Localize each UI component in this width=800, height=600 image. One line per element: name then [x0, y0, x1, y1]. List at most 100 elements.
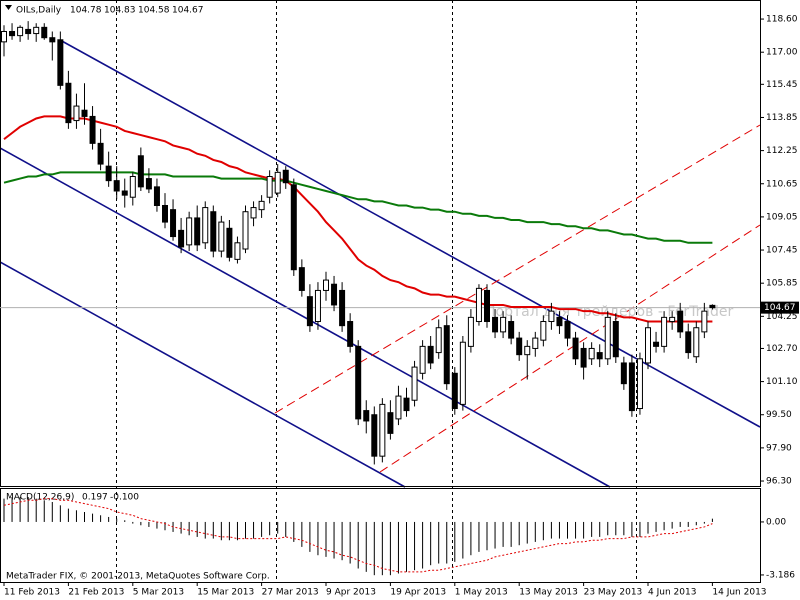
candle: [451, 367, 458, 415]
candle-body: [419, 345, 426, 374]
candle-body: [347, 321, 354, 347]
channel-line: [274, 124, 761, 414]
candle: [508, 315, 515, 345]
candle-body: [81, 109, 88, 117]
channel-line: [0, 147, 611, 488]
candle: [636, 352, 643, 415]
candle-body: [105, 165, 112, 182]
candle: [17, 25, 24, 42]
candle-body: [701, 310, 708, 333]
candle: [443, 315, 450, 390]
channel-line: [59, 39, 761, 428]
candle-body: [411, 366, 418, 401]
moving-average: [3, 171, 713, 244]
dashed-channel: [274, 124, 761, 473]
candle: [419, 340, 426, 380]
candle-body: [604, 316, 611, 360]
x-tick-label: 23 May 2013: [584, 588, 643, 598]
candle-body: [395, 395, 402, 420]
period-separators: [116, 0, 637, 582]
candle-body: [612, 321, 619, 358]
candle: [403, 387, 410, 417]
candle: [274, 164, 281, 198]
y-tick-label: 112.25: [766, 146, 798, 156]
candle-body: [178, 229, 185, 248]
candle: [548, 302, 555, 330]
candle-body: [532, 337, 539, 349]
macd-signal-line: [3, 498, 713, 573]
candle-body: [620, 362, 627, 385]
candle: [339, 282, 346, 332]
candle-body: [548, 310, 555, 323]
candle: [347, 313, 354, 353]
candle: [162, 193, 168, 229]
candle-body: [596, 352, 603, 360]
candle: [363, 400, 370, 434]
candle: [298, 259, 305, 297]
x-tick-label: 19 Apr 2013: [390, 588, 446, 598]
macd-title: MACD(12,26,9): [6, 493, 74, 503]
candle: [427, 336, 434, 370]
candle: [411, 360, 418, 407]
candle-body: [89, 115, 96, 144]
candle-body: [556, 316, 563, 327]
candle-body: [435, 327, 442, 354]
y-tick-label: 117.00: [766, 48, 798, 58]
candle: [355, 340, 362, 426]
candle: [25, 21, 32, 40]
candle-body: [33, 26, 40, 35]
y-tick-label: 118.60: [766, 15, 798, 25]
candle: [669, 311, 676, 330]
candle: [57, 31, 64, 90]
candle: [379, 398, 386, 463]
candle-body: [371, 414, 378, 457]
candle: [612, 313, 619, 363]
candle: [202, 201, 209, 250]
candle-body: [484, 289, 490, 323]
candle-body: [57, 39, 64, 86]
candle: [701, 302, 708, 339]
price-label: 104.67: [764, 303, 796, 313]
candle-body: [427, 345, 434, 364]
x-tick-label: 27 Mar 2013: [262, 588, 319, 598]
candle-body: [443, 325, 450, 385]
candle: [81, 83, 88, 125]
candle: [89, 106, 96, 150]
candle: [194, 205, 201, 252]
candle-body: [210, 211, 217, 252]
y-tick-label: 109.05: [766, 212, 798, 222]
menu-icon: [5, 5, 12, 10]
header-value: 104.83: [104, 6, 136, 16]
plot-layer: [0, 0, 761, 582]
candle-body: [226, 227, 233, 258]
candle: [314, 282, 321, 330]
candle-body: [355, 345, 362, 420]
candle-body: [73, 105, 80, 122]
candle: [540, 315, 547, 347]
candle-body: [25, 28, 32, 35]
candle: [113, 166, 120, 200]
candle: [572, 331, 579, 366]
y-tick-label: 102.70: [766, 344, 798, 354]
y-tick-label: 96.30: [766, 477, 792, 487]
macd-main: 0.197: [82, 493, 108, 503]
candle: [661, 311, 668, 353]
x-tick-label: 1 May 2013: [455, 588, 508, 598]
header-value: 104.58: [138, 6, 170, 16]
candle: [186, 211, 193, 252]
candle: [580, 342, 587, 380]
candle-body: [41, 26, 48, 39]
candle-body: [186, 217, 193, 246]
x-tick-label: 21 Feb 2013: [68, 588, 124, 598]
macd-signal: -0.100: [110, 493, 139, 503]
candle-body: [580, 347, 587, 368]
copyright: MetaTrader FIX, © 2001-2013, MetaQuotes …: [6, 572, 270, 582]
candle: [218, 215, 225, 258]
candle: [435, 319, 442, 359]
candle-body: [266, 176, 273, 198]
candle-body: [121, 190, 128, 196]
candle-body: [661, 316, 668, 347]
candle: [387, 400, 394, 440]
